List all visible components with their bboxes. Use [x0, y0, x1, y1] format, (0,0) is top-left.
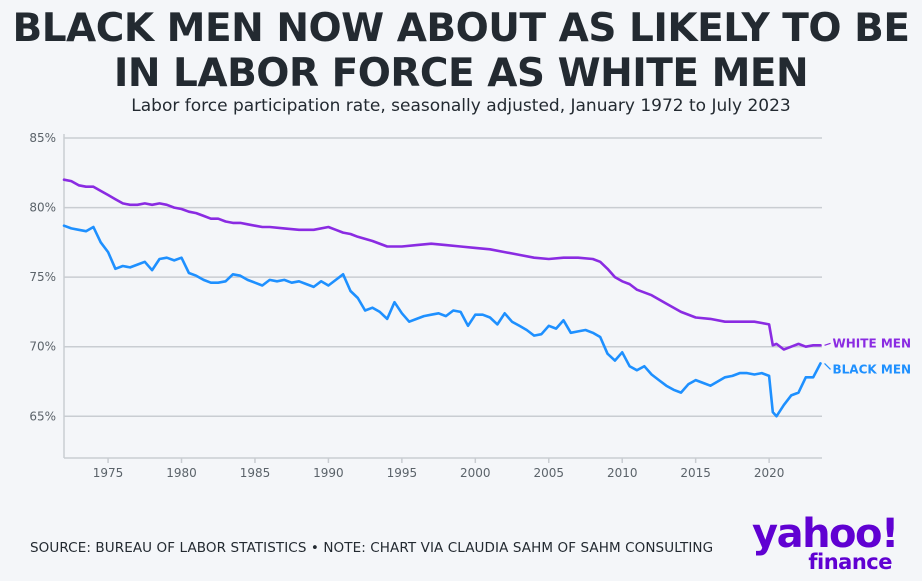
title-line-2: IN LABOR FORCE AS WHITE MEN [113, 51, 809, 96]
series-label-black-men: BLACK MEN [833, 362, 912, 376]
x-tick-label: 2000 [460, 466, 491, 480]
series-lines [62, 178, 822, 418]
axes: 65% 70% 75% 80% 85% 1975 1980 1985 1990 1995 2000 2… [29, 131, 822, 480]
series-line-white-men [62, 178, 822, 351]
x-tick-label: 2020 [754, 466, 785, 480]
logo-yahoo-text: yahoo! [752, 511, 899, 557]
y-tick-label: 85% [29, 131, 56, 145]
x-tick-label: 1980 [166, 466, 197, 480]
series-labels: WHITE MEN BLACK MEN [824, 336, 912, 376]
yahoo-finance-logo: yahoo! finance [752, 512, 902, 578]
gridlines [64, 137, 822, 418]
x-tick-label: 1975 [93, 466, 124, 480]
x-tick-label: 1990 [313, 466, 344, 480]
title-line-1: BLACK MEN NOW ABOUT AS LIKELY TO BE [12, 6, 910, 51]
y-tick-label: 65% [29, 409, 56, 423]
logo-finance-text: finance [808, 550, 892, 574]
series-label-connector [824, 342, 831, 346]
x-tick-label: 2005 [533, 466, 564, 480]
chart-subtitle: Labor force participation rate, seasonal… [131, 96, 791, 116]
y-tick-label: 80% [29, 201, 56, 215]
series-label-white-men: WHITE MEN [833, 336, 912, 350]
series-label-connector [824, 362, 831, 370]
x-tick-label: 2015 [680, 466, 711, 480]
chart-title: BLACK MEN NOW ABOUT AS LIKELY TO BE IN L… [0, 6, 922, 96]
source-note: SOURCE: BUREAU OF LABOR STATISTICS • NOT… [30, 540, 714, 556]
x-tick-label: 1985 [240, 466, 271, 480]
x-tick-label: 1995 [387, 466, 418, 480]
y-tick-label: 75% [29, 270, 56, 284]
x-tick-label: 2010 [607, 466, 638, 480]
y-tick-label: 70% [29, 340, 56, 354]
series-line-black-men [62, 224, 822, 418]
